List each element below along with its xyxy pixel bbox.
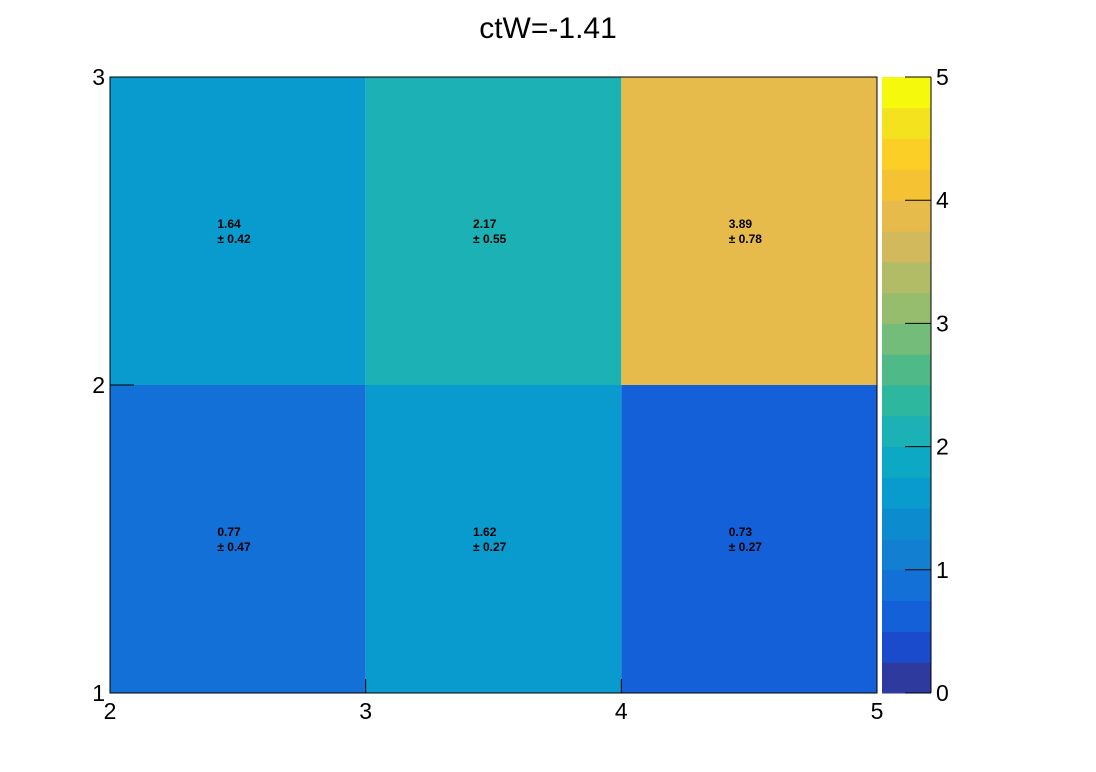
colorbar: 0 1 2 3 4 5 <box>882 64 949 706</box>
cell-error-label: ± 0.42 <box>217 232 251 246</box>
x-tick-label: 4 <box>615 698 628 724</box>
colorbar-band <box>882 477 931 509</box>
cell-value-label: 3.89 <box>729 217 753 231</box>
cell-error-label: ± 0.55 <box>473 232 507 246</box>
heatmap-cell <box>621 77 877 385</box>
chart-title: ctW=-1.41 <box>479 12 617 45</box>
y-tick-label: 3 <box>92 64 105 90</box>
colorbar-band <box>882 138 931 170</box>
colorbar-band <box>882 662 931 694</box>
cell-error-label: ± 0.78 <box>729 232 763 246</box>
cell-value-label: 1.64 <box>217 217 241 231</box>
colorbar-band <box>882 446 931 478</box>
colorbar-band <box>882 415 931 448</box>
colorbar-band <box>882 539 931 571</box>
colorbar-band <box>882 631 931 663</box>
heatmap-cell <box>110 77 366 385</box>
cell-value-label: 2.17 <box>473 217 497 231</box>
y-tick-label: 1 <box>92 680 105 706</box>
colorbar-band <box>882 508 931 540</box>
colorbar-band <box>882 77 931 109</box>
cell-value-label: 0.73 <box>729 525 753 539</box>
colorbar-band <box>882 569 931 602</box>
colorbar-tick-label: 1 <box>936 557 949 583</box>
cell-error-label: ± 0.27 <box>729 540 763 554</box>
cell-error-label: ± 0.27 <box>473 540 507 554</box>
heatmap-cell <box>365 385 622 693</box>
colorbar-band <box>882 231 931 263</box>
colorbar-band <box>882 354 931 386</box>
cell-labels: 0.77± 0.471.62± 0.270.73± 0.271.64± 0.42… <box>217 217 762 554</box>
colorbar-band <box>882 200 931 232</box>
x-tick-label: 5 <box>871 698 884 724</box>
colorbar-tick-label: 4 <box>936 187 949 213</box>
colorbar-band <box>882 107 931 140</box>
heatmap-cell <box>110 385 366 693</box>
colorbar-band <box>882 600 931 632</box>
colorbar-tick-label: 5 <box>936 64 949 90</box>
colorbar-tick-label: 0 <box>936 680 949 706</box>
y-tick-label: 2 <box>92 372 105 398</box>
colorbar-band <box>882 261 931 294</box>
colorbar-tick-label: 3 <box>936 310 949 336</box>
heatmap-cell <box>621 385 877 693</box>
colorbar-band <box>882 292 931 324</box>
colorbar-tick-label: 2 <box>936 434 949 460</box>
colorbar-band <box>882 385 931 417</box>
heatmap-cell <box>365 77 622 385</box>
colorbar-band <box>882 169 931 201</box>
cell-error-label: ± 0.47 <box>217 540 251 554</box>
colorbar-band <box>882 323 931 355</box>
heatmap-cells <box>110 77 877 693</box>
x-tick-label: 2 <box>104 698 117 724</box>
cell-value-label: 1.62 <box>473 525 497 539</box>
x-tick-label: 3 <box>359 698 372 724</box>
cell-value-label: 0.77 <box>217 525 241 539</box>
